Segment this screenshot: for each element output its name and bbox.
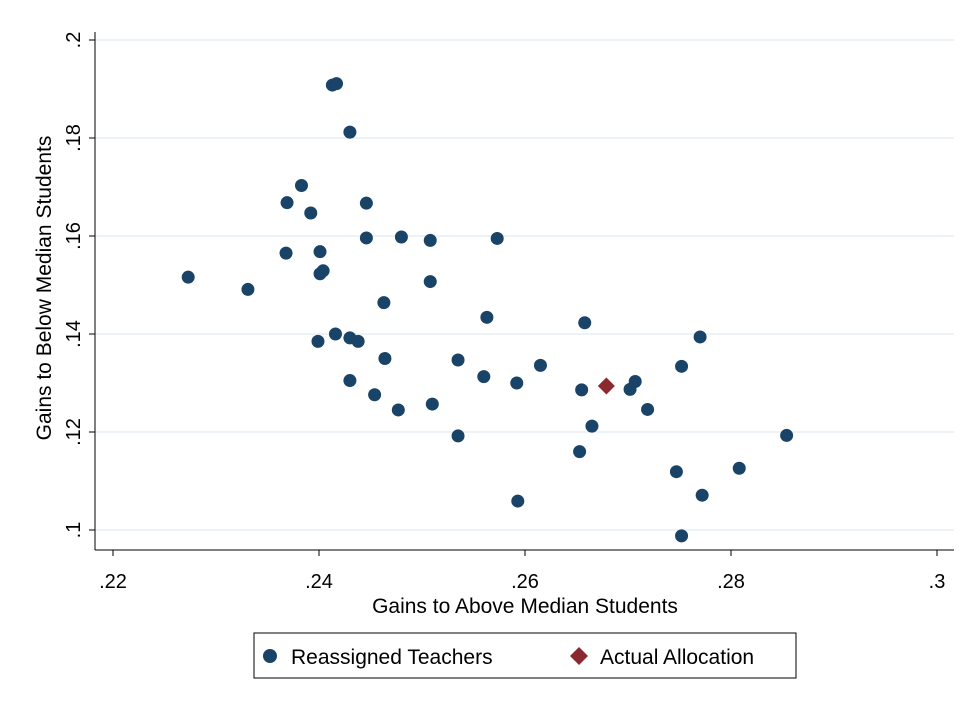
- data-point-reassigned-teacher: [480, 310, 494, 324]
- data-point-reassigned-teacher: [425, 397, 439, 411]
- data-point-reassigned-teacher: [294, 179, 308, 193]
- y-tick-label: .18: [63, 124, 85, 152]
- data-point-reassigned-teacher: [575, 383, 589, 397]
- y-tick-label: .1: [63, 522, 85, 539]
- legend-label-reassigned-teachers: Reassigned Teachers: [291, 646, 493, 669]
- x-tick-label: .24: [305, 571, 333, 593]
- data-point-reassigned-teacher: [669, 465, 683, 479]
- data-point-reassigned-teacher: [451, 353, 465, 367]
- y-tick-label: .16: [63, 222, 85, 250]
- data-point-reassigned-teacher: [490, 231, 504, 245]
- legend-label-actual-allocation: Actual Allocation: [600, 646, 754, 669]
- legend-box: [253, 632, 797, 679]
- data-point-reassigned-teacher: [313, 245, 327, 259]
- data-point-reassigned-teacher: [304, 206, 318, 220]
- y-tick-label: .12: [63, 418, 85, 446]
- data-point-reassigned-teacher: [368, 388, 382, 402]
- data-point-reassigned-teacher: [391, 403, 405, 417]
- y-axis-title: Gains to Below Median Students: [33, 136, 56, 441]
- y-tick-label: .2: [63, 32, 85, 49]
- grid-lines: [95, 39, 954, 531]
- y-tick-label: .14: [63, 320, 85, 348]
- data-point-reassigned-teacher: [578, 316, 592, 330]
- data-point-reassigned-teacher: [573, 445, 587, 459]
- data-point-reassigned-teacher: [511, 494, 525, 508]
- x-tick-label: .3: [929, 571, 946, 593]
- data-point-reassigned-teacher: [675, 529, 689, 543]
- data-point-reassigned-teacher: [359, 231, 373, 245]
- x-tick-label: .22: [99, 571, 127, 593]
- data-point-reassigned-teacher: [311, 334, 325, 348]
- x-tick-label: .28: [717, 571, 745, 593]
- data-point-reassigned-teacher: [377, 296, 391, 310]
- data-point-reassigned-teacher: [378, 352, 392, 365]
- data-point-reassigned-teacher: [732, 461, 746, 475]
- axes: .1 .12 .14 .16 .18 .2 .22 .24 .26 .28 .3: [63, 32, 954, 593]
- data-point-reassigned-teacher: [394, 230, 408, 244]
- data-point-reassigned-teacher: [423, 275, 437, 289]
- data-point-reassigned-teacher: [585, 419, 599, 433]
- data-point-reassigned-teacher: [628, 375, 642, 389]
- x-tick-label: .26: [511, 571, 539, 593]
- data-point-actual-allocation: [597, 377, 615, 395]
- data-point-reassigned-teacher: [423, 233, 437, 247]
- data-point-reassigned-teacher: [693, 330, 707, 344]
- legend-marker-reassigned-teachers: [263, 649, 277, 663]
- data-point-reassigned-teacher: [316, 264, 330, 278]
- data-point-reassigned-teacher: [343, 125, 357, 139]
- data-points: [181, 77, 794, 543]
- data-point-reassigned-teacher: [359, 196, 373, 210]
- data-point-reassigned-teacher: [279, 246, 293, 260]
- data-point-reassigned-teacher: [451, 429, 465, 443]
- data-point-reassigned-teacher: [510, 376, 524, 390]
- data-point-reassigned-teacher: [675, 359, 689, 373]
- data-point-reassigned-teacher: [641, 402, 655, 416]
- data-point-reassigned-teacher: [280, 196, 294, 210]
- data-point-reassigned-teacher: [328, 327, 342, 341]
- data-point-reassigned-teacher: [330, 77, 344, 91]
- data-point-reassigned-teacher: [780, 428, 794, 442]
- data-point-reassigned-teacher: [351, 334, 365, 348]
- data-point-reassigned-teacher: [343, 374, 357, 388]
- data-point-reassigned-teacher: [533, 358, 547, 372]
- legend: Reassigned Teachers Actual Allocation: [253, 632, 797, 679]
- legend-marker-actual-allocation: [570, 647, 588, 665]
- x-axis-title: Gains to Above Median Students: [372, 595, 678, 618]
- data-point-reassigned-teacher: [181, 270, 195, 284]
- data-point-reassigned-teacher: [695, 488, 709, 502]
- data-point-reassigned-teacher: [241, 282, 255, 296]
- data-point-reassigned-teacher: [477, 370, 491, 384]
